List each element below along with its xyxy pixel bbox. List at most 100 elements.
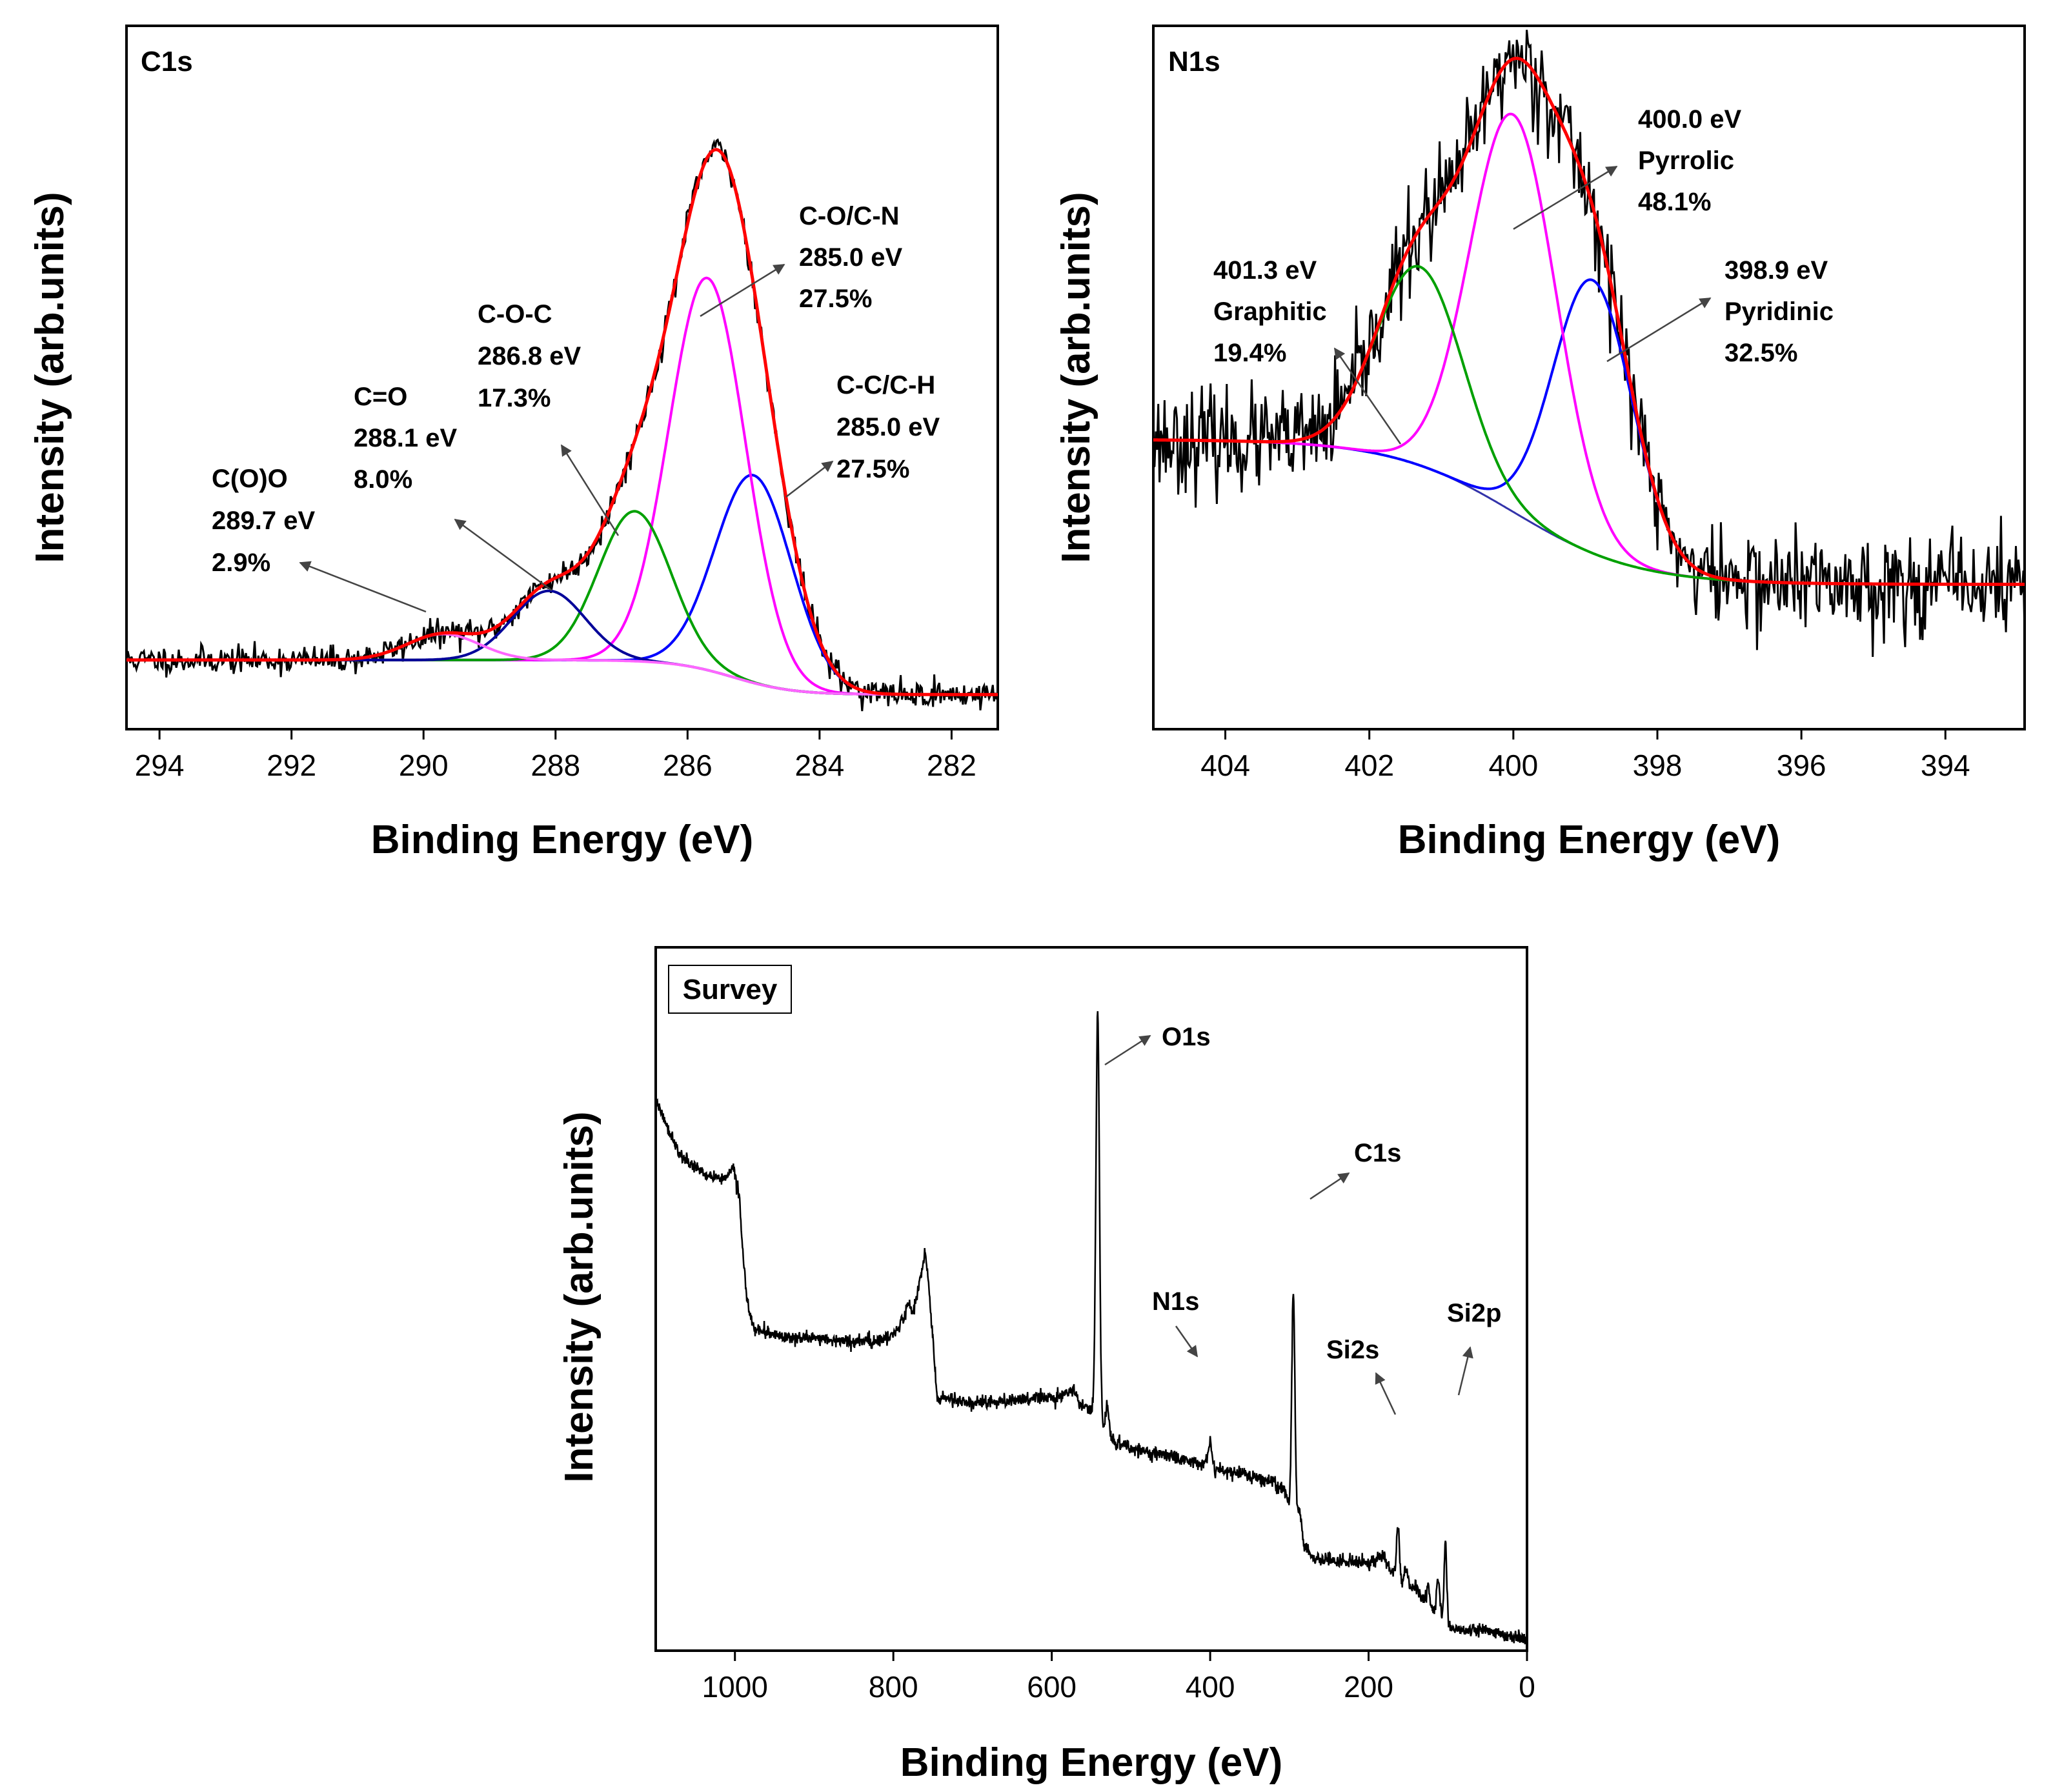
c1s-anno-coo-line3: 2.9% (212, 549, 270, 577)
survey-ticks: 1000 800 600 400 200 0 (702, 1651, 1535, 1704)
survey-anno-si2s-arrow (1375, 1372, 1397, 1415)
n1s-x-tick-label: 400 (1488, 749, 1538, 782)
c1s-anno-c-o-line3: 8.0% (354, 465, 412, 494)
c1s-annotation-coc: C-O-C 286.8 eV 17.3% (478, 300, 620, 536)
survey-plot-frame (654, 946, 1528, 1652)
c1s-peak-c-o (126, 589, 998, 696)
c1s-x-tick-label: 294 (135, 749, 185, 782)
survey-annotation-si2p: Si2p (1447, 1299, 1501, 1396)
survey-anno-o1s-arrow (1104, 1034, 1151, 1066)
n1s-annotation-graphitic: 401.3 eV Graphitic 19.4% (1213, 256, 1402, 445)
c1s-anno-coc-line3: 17.3% (478, 384, 551, 412)
survey-annotation-o1s: O1s (1104, 1023, 1211, 1066)
survey-anno-c1s-arrow (1310, 1172, 1350, 1200)
survey-anno-n1s: N1s (1152, 1287, 1199, 1316)
survey-annotation-si2s: Si2s (1326, 1336, 1397, 1415)
c1s-anno-cc-line2: 285.0 eV (836, 413, 940, 441)
n1s-anno-graphitic-line2: Graphitic (1213, 297, 1327, 326)
c1s-anno-coo-line1: C(O)O (212, 465, 288, 493)
c1s-anno-coo-arrow (299, 561, 427, 613)
c1s-anno-c-o-arrow (454, 518, 552, 592)
c1s-anno-coo-line2: 289.7 eV (212, 507, 315, 535)
c1s-x-tick-label: 292 (267, 749, 316, 782)
c1s-anno-c-o-line1: C=O (354, 383, 407, 411)
survey-anno-c1s: C1s (1354, 1139, 1401, 1167)
c1s-x-tick-label: 290 (399, 749, 449, 782)
n1s-x-tick-label: 394 (1921, 749, 1970, 782)
c1s-annotation-cc: C-C/C-H 285.0 eV 27.5% (785, 371, 940, 498)
n1s-anno-pyridinic-line1: 398.9 eV (1724, 256, 1828, 285)
c1s-anno-co-line2: 285.0 eV (799, 243, 902, 272)
survey-anno-n1s-arrow (1175, 1325, 1198, 1358)
c1s-curves (125, 138, 999, 712)
n1s-anno-pyrrolic-line2: Pyrrolic (1638, 146, 1734, 175)
survey-spectrum-line (654, 1011, 1528, 1645)
n1s-anno-pyrrolic-line3: 48.1% (1638, 188, 1711, 216)
c1s-anno-cc-line3: 27.5% (836, 455, 909, 483)
n1s-curves (1152, 30, 2026, 658)
c1s-annotation-co: C=O 288.1 eV 8.0% (354, 383, 552, 592)
survey-x-tick-label: 800 (869, 1670, 918, 1704)
n1s-x-axis-label: Binding Energy (eV) (1398, 818, 1780, 862)
n1s-ticks: 404 402 400 398 396 394 (1200, 729, 1970, 782)
survey-anno-o1s: O1s (1162, 1023, 1211, 1051)
survey-x-tick-label: 200 (1344, 1670, 1393, 1704)
n1s-annotation-pyrrolic: 400.0 eV Pyrrolic 48.1% (1513, 105, 1741, 230)
c1s-raw-data-line (125, 138, 999, 712)
c1s-annotation-coo: C(O)O 289.7 eV 2.9% (212, 465, 427, 613)
survey-annotation-n1s: N1s (1152, 1287, 1199, 1358)
survey-x-tick-label: 1000 (702, 1670, 768, 1704)
survey-panel: Survey 1000 800 600 400 200 0 Binding Energy … (557, 946, 1535, 1785)
c1s-ticks: 294 292 290 288 286 284 282 (135, 729, 976, 782)
n1s-anno-pyridinic-line2: Pyridinic (1724, 297, 1834, 326)
n1s-x-tick-label: 396 (1777, 749, 1826, 782)
c1s-panel-label: C1s (141, 46, 193, 77)
c1s-x-tick-label: 282 (927, 749, 976, 782)
n1s-x-tick-label: 398 (1633, 749, 1683, 782)
n1s-x-tick-label: 404 (1200, 749, 1250, 782)
c1s-y-axis-label: Intensity (arb.units) (28, 192, 72, 563)
n1s-anno-pyrrolic-line1: 400.0 eV (1638, 105, 1741, 134)
survey-anno-si2p: Si2p (1447, 1299, 1501, 1327)
c1s-x-tick-label: 286 (663, 749, 713, 782)
c1s-plot-frame (125, 25, 999, 730)
c1s-panel: C1s 294 292 290 288 286 284 282 Binding Energy… (28, 25, 999, 862)
c1s-envelope-line (126, 148, 998, 696)
n1s-x-tick-label: 402 (1344, 749, 1394, 782)
c1s-anno-coc-line2: 286.8 eV (478, 342, 581, 370)
c1s-x-tick-label: 284 (794, 749, 844, 782)
c1s-anno-c-o-line2: 288.1 eV (354, 424, 457, 452)
survey-anno-si2s: Si2s (1326, 1336, 1379, 1364)
c1s-anno-coc-line1: C-O-C (478, 300, 552, 328)
n1s-y-axis-label: Intensity (arb.units) (1054, 192, 1098, 563)
survey-annotation-c1s: C1s (1310, 1139, 1401, 1200)
survey-panel-label: Survey (683, 974, 778, 1005)
n1s-annotation-pyridinic: 398.9 eV Pyridinic 32.5% (1606, 256, 1834, 367)
c1s-x-tick-label: 288 (531, 749, 580, 782)
c1s-x-axis-label: Binding Energy (eV) (371, 818, 753, 862)
survey-y-axis-label: Intensity (arb.units) (557, 1111, 602, 1482)
c1s-anno-co-line1: C-O/C-N (799, 202, 900, 230)
c1s-anno-co-line3: 27.5% (799, 285, 872, 313)
n1s-anno-graphitic-line1: 401.3 eV (1213, 256, 1317, 285)
n1s-anno-graphitic-arrow (1333, 347, 1402, 445)
c1s-annotation-co-cn: C-O/C-N 285.0 eV 27.5% (700, 202, 902, 317)
n1s-envelope-line (1153, 56, 2025, 586)
survey-x-tick-label: 0 (1519, 1670, 1535, 1704)
n1s-plot-frame (1152, 25, 2026, 730)
n1s-anno-pyridinic-arrow (1606, 297, 1712, 363)
c1s-anno-coc-arrow (560, 444, 620, 536)
n1s-anno-graphitic-line3: 19.4% (1213, 339, 1286, 367)
n1s-panel-label: N1s (1168, 46, 1220, 77)
survey-curves (654, 1011, 1528, 1645)
c1s-anno-co-arrow (700, 263, 785, 317)
n1s-anno-pyridinic-line3: 32.5% (1724, 339, 1797, 367)
n1s-anno-pyrrolic-arrow (1513, 165, 1618, 230)
survey-anno-si2p-arrow (1457, 1346, 1473, 1396)
c1s-anno-cc-arrow (785, 460, 834, 498)
n1s-panel: N1s 404 402 400 398 396 394 Binding Energy (e… (1054, 25, 2026, 862)
survey-label-box (668, 965, 792, 1014)
survey-x-tick-label: 400 (1186, 1670, 1235, 1704)
survey-x-tick-label: 600 (1027, 1670, 1077, 1704)
